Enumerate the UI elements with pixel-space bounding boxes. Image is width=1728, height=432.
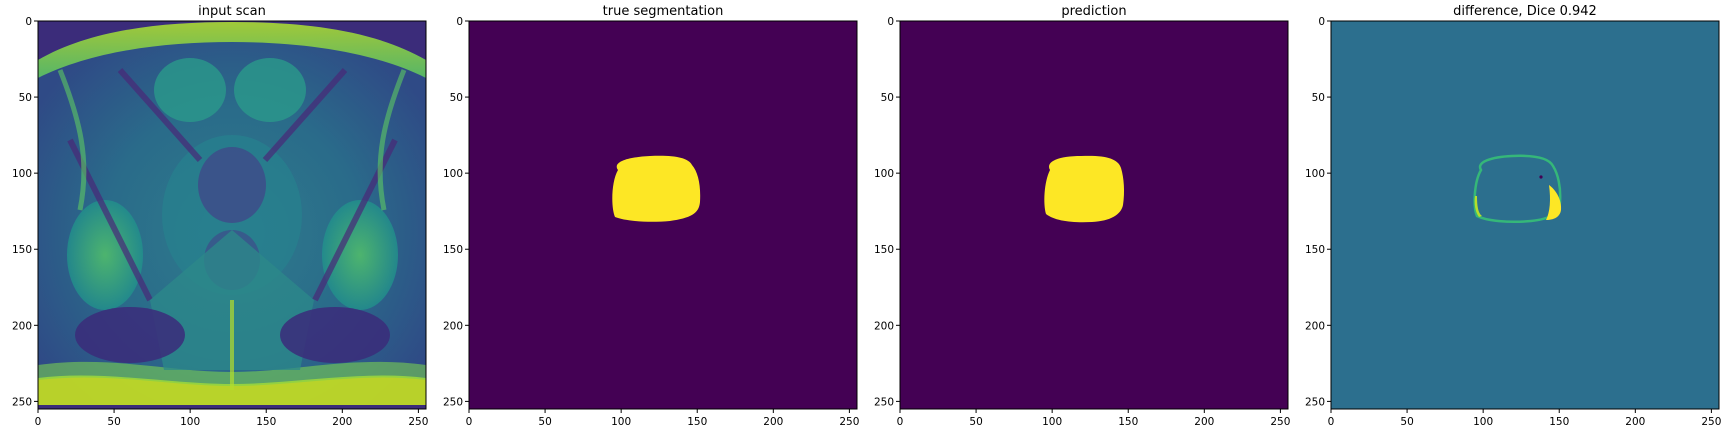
x-tick-label: 150 [1118, 416, 1138, 428]
y-tick-label: 250 [12, 396, 32, 408]
x-tick-label: 200 [332, 416, 352, 428]
y-tick-label: 50 [881, 92, 894, 104]
y-tick-label: 0 [1318, 16, 1325, 28]
y-tick-label: 150 [874, 244, 894, 256]
x-tick-label: 100 [611, 416, 631, 428]
pred-mask-region [1044, 155, 1125, 223]
y-tick-label: 100 [1305, 168, 1325, 180]
x-tick-label: 250 [1701, 416, 1721, 428]
x-tick-label: 200 [763, 416, 783, 428]
input-scan-image [38, 21, 426, 409]
y-tick-label: 150 [12, 244, 32, 256]
panel-title-diff: difference, Dice 0.942 [1453, 4, 1597, 19]
y-tick-label: 200 [12, 320, 32, 332]
y-tick-label: 250 [874, 396, 894, 408]
x-tick-label: 250 [839, 416, 859, 428]
panel-input-scan: input scan [37, 4, 427, 410]
x-tick-label: 250 [408, 416, 428, 428]
y-tick-label: 50 [19, 92, 32, 104]
diff-positive-region [1546, 185, 1562, 220]
x-tick-label: 0 [897, 416, 904, 428]
y-tick-label: 200 [1305, 320, 1325, 332]
truth-mask-region [612, 155, 701, 222]
y-tick-label: 100 [874, 168, 894, 180]
x-tick-label: 150 [687, 416, 707, 428]
y-tick-label: 50 [450, 92, 463, 104]
y-tick-label: 200 [874, 320, 894, 332]
panel-prediction: prediction [899, 4, 1289, 410]
diff-background [1331, 21, 1719, 409]
panel-title-pred: prediction [1061, 4, 1126, 19]
x-tick-label: 200 [1194, 416, 1214, 428]
y-tick-label: 0 [887, 16, 894, 28]
x-tick-label: 250 [1270, 416, 1290, 428]
y-tick-label: 250 [1305, 396, 1325, 408]
y-tick-label: 200 [443, 320, 463, 332]
y-tick-label: 250 [443, 396, 463, 408]
x-tick-label: 50 [1400, 416, 1413, 428]
input-axes-frame [37, 20, 427, 410]
x-tick-label: 0 [1328, 416, 1335, 428]
diff-axes-frame [1330, 20, 1720, 410]
panel-title-truth: true segmentation [603, 4, 724, 19]
y-tick-label: 150 [1305, 244, 1325, 256]
y-tick-label: 150 [443, 244, 463, 256]
x-tick-label: 50 [969, 416, 982, 428]
axis-ticks: 0050501001001501502002002502500050501001… [12, 16, 1721, 428]
x-tick-label: 50 [538, 416, 551, 428]
x-tick-label: 0 [35, 416, 42, 428]
x-tick-label: 50 [107, 416, 120, 428]
panel-title-input: input scan [198, 4, 266, 19]
x-tick-label: 150 [256, 416, 276, 428]
truth-axes-frame [468, 20, 858, 410]
pred-axes-frame [899, 20, 1289, 410]
panel-difference: difference, Dice 0.942 [1330, 4, 1720, 410]
y-tick-label: 0 [25, 16, 32, 28]
y-tick-label: 50 [1312, 92, 1325, 104]
x-tick-label: 200 [1625, 416, 1645, 428]
y-tick-label: 100 [12, 168, 32, 180]
x-tick-label: 100 [180, 416, 200, 428]
x-tick-label: 100 [1473, 416, 1493, 428]
y-tick-label: 100 [443, 168, 463, 180]
panel-true-segmentation: true segmentation [468, 4, 858, 410]
x-tick-label: 0 [466, 416, 473, 428]
x-tick-label: 150 [1549, 416, 1569, 428]
x-tick-label: 100 [1042, 416, 1062, 428]
y-tick-label: 0 [456, 16, 463, 28]
diff-negative-spot [1539, 175, 1543, 179]
